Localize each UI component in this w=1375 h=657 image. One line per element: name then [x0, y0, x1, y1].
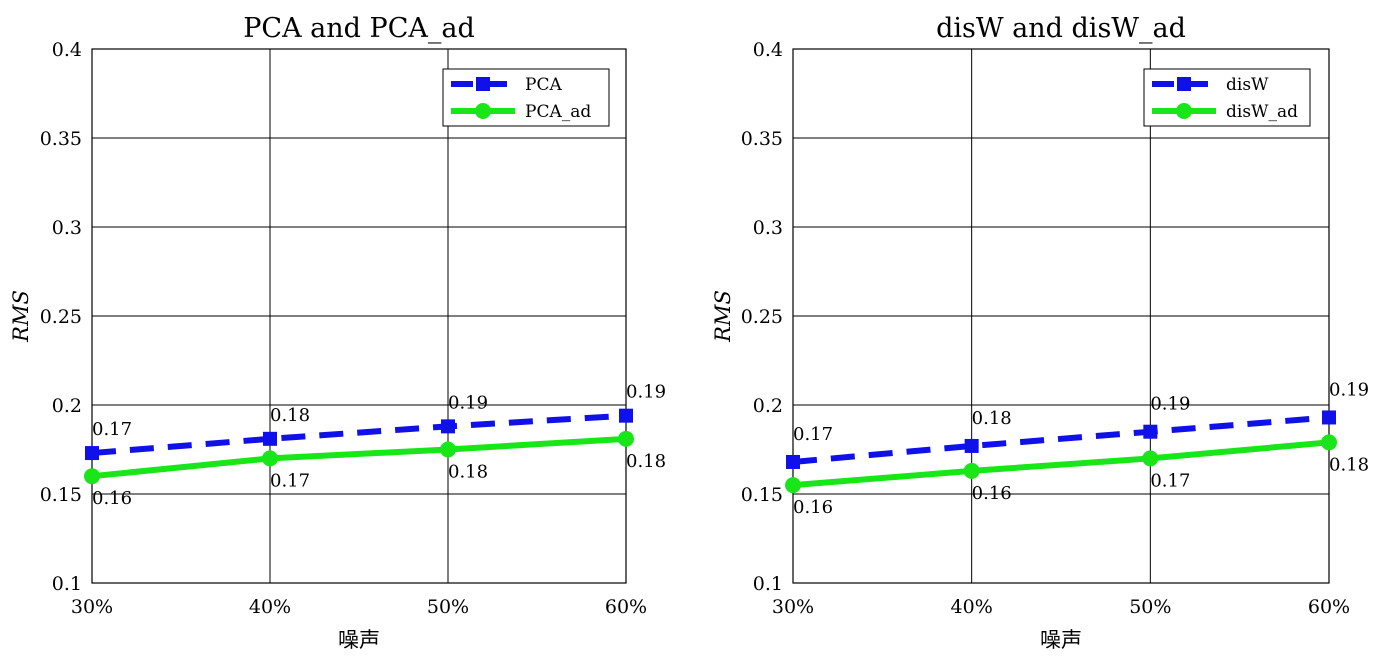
x-axis-label: 噪声 [1040, 628, 1082, 652]
data-point-disW [1322, 410, 1336, 425]
legend-label-PCA_ad: PCA_ad [525, 102, 591, 122]
y-tick-label: 0.2 [753, 395, 783, 417]
y-tick-label: 0.2 [52, 395, 82, 417]
data-label-disW: 0.19 [1329, 379, 1369, 400]
data-point-disW [1143, 424, 1158, 439]
data-point-disW_ad [1321, 434, 1337, 451]
x-tick-label: 30% [71, 596, 113, 618]
y-tick-label: 0.15 [741, 484, 783, 506]
legend: PCA PCA_ad [442, 68, 610, 127]
x-tick-label: 50% [1129, 596, 1171, 618]
data-point-PCA_ad [618, 430, 634, 447]
legend-label-disW: disW [1226, 75, 1269, 95]
legend-marker-PCA [476, 77, 490, 91]
data-label-disW: 0.18 [972, 408, 1012, 429]
data-point-disW_ad [785, 477, 801, 494]
y-axis-label: RMS [9, 290, 33, 343]
data-label-PCA_ad: 0.18 [626, 451, 666, 472]
series-line-PCA_ad [91, 435, 627, 480]
data-point-PCA_ad [440, 441, 456, 458]
data-point-PCA [441, 419, 455, 434]
data-label-PCA: 0.19 [448, 392, 488, 413]
y-tick-label: 0.3 [753, 217, 783, 239]
data-label-disW: 0.17 [793, 424, 833, 445]
legend: disW disW_ad [1143, 68, 1311, 127]
y-tick-label: 0.25 [40, 306, 82, 328]
x-tick-label: 40% [951, 596, 993, 618]
data-point-disW [964, 438, 979, 453]
series-line-PCA [91, 412, 627, 457]
data-label-PCA: 0.18 [270, 405, 310, 426]
x-tick-label: 60% [1308, 596, 1350, 618]
legend-marker-disW_ad [1176, 103, 1192, 119]
series-line-disW_ad [792, 439, 1330, 489]
x-tick-label: 60% [605, 596, 647, 618]
plot-frame [792, 48, 1330, 584]
y-tick-label: 0.3 [52, 217, 82, 239]
x-tick-label: 40% [249, 596, 291, 618]
legend-marker-PCA_ad [475, 103, 491, 119]
legend-marker-disW [1177, 77, 1191, 91]
data-label-PCA: 0.19 [626, 382, 666, 403]
y-axis-label: RMS [711, 290, 735, 343]
y-tick-label: 0.25 [741, 306, 783, 328]
y-tick-label: 0.1 [753, 573, 783, 595]
chart-2: disW and disW_ad 0.1 0.15 0.2 0.25 0.3 0.35 0.4… [711, 13, 1369, 652]
data-point-PCA_ad [262, 450, 278, 467]
data-label-disW_ad: 0.17 [1150, 470, 1190, 491]
data-point-PCA [263, 431, 277, 446]
y-tick-label: 0.1 [52, 573, 82, 595]
data-label-disW_ad: 0.16 [972, 483, 1012, 504]
y-tick-label: 0.35 [741, 128, 783, 150]
data-point-disW [786, 454, 800, 469]
y-tick-label: 0.4 [52, 39, 82, 61]
x-axis-label: 噪声 [338, 628, 380, 652]
data-label-disW_ad: 0.16 [793, 497, 833, 518]
chart-1: PCA and PCA_ad 0.1 0.15 0.2 0.25 0.3 0.35 0.4 30… [9, 13, 666, 652]
x-tick-label: 30% [772, 596, 814, 618]
series-line-disW [792, 414, 1330, 465]
x-tick-label: 50% [427, 596, 469, 618]
data-point-PCA [85, 446, 99, 461]
data-point-PCA_ad [84, 468, 100, 485]
y-tick-label: 0.35 [40, 128, 82, 150]
legend-label-disW_ad: disW_ad [1226, 102, 1298, 122]
data-label-disW_ad: 0.18 [1329, 454, 1369, 475]
chart-title: PCA and PCA_ad [243, 13, 474, 44]
data-point-disW_ad [963, 462, 980, 479]
data-label-disW: 0.19 [1150, 394, 1190, 415]
legend-box [1143, 68, 1311, 127]
legend-label-PCA: PCA [525, 75, 562, 95]
data-point-PCA [619, 408, 633, 423]
plot-frame [91, 48, 627, 584]
data-label-PCA_ad: 0.17 [270, 470, 310, 491]
data-point-disW_ad [1142, 450, 1159, 467]
data-label-PCA: 0.17 [92, 419, 132, 440]
y-tick-label: 0.4 [753, 39, 783, 61]
data-label-PCA_ad: 0.18 [448, 462, 488, 483]
y-tick-label: 0.15 [40, 484, 82, 506]
data-label-PCA_ad: 0.16 [92, 488, 132, 509]
chart-title: disW and disW_ad [936, 13, 1186, 44]
legend-box [442, 68, 610, 127]
